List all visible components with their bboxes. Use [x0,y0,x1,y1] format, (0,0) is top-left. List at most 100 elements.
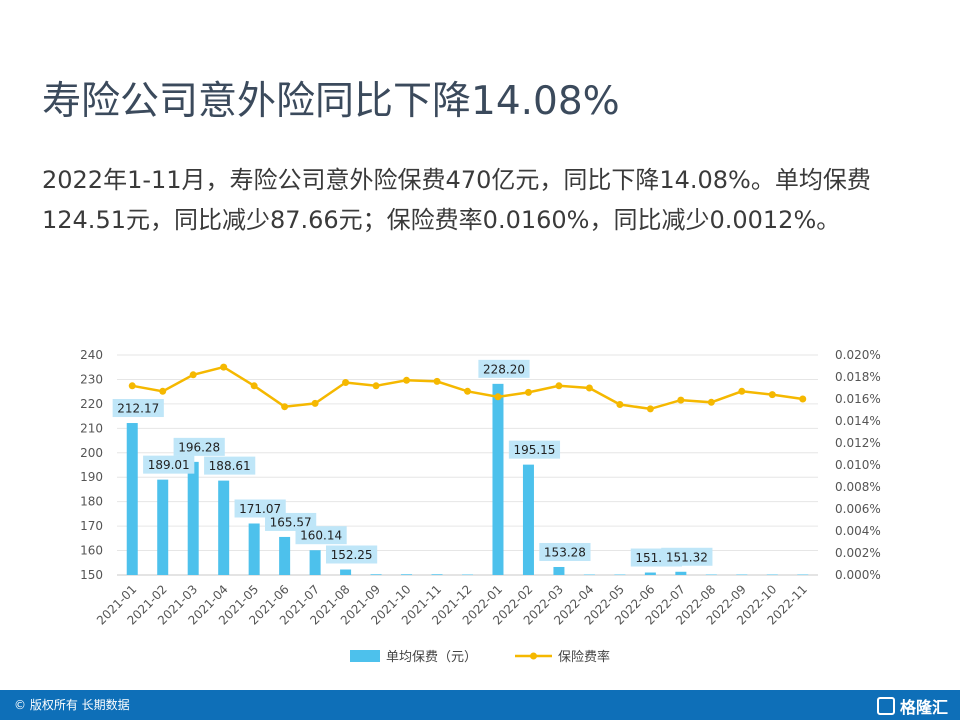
line-point [494,393,502,401]
line-point [250,382,258,390]
data-label: 212.17 [117,402,159,416]
bar [462,574,473,576]
line-point [189,371,197,379]
right-axis-tick-label: 0.020% [835,348,881,362]
right-axis-tick-label: 0.014% [835,414,881,428]
data-label-box [295,526,347,545]
bar [126,423,138,575]
legend-label-bar: 单均保费（元） [386,650,477,665]
bar [705,574,717,576]
bar [614,574,626,576]
bar [553,566,565,575]
line-point [738,387,746,395]
right-axis-tick-label: 0.006% [835,502,881,516]
line-point [585,384,593,392]
left-axis-tick-label: 150 [80,568,103,582]
data-label-box [143,455,195,474]
right-axis-tick-label: 0.000% [835,568,881,582]
left-axis-tick-label: 230 [80,372,103,386]
line-point [281,403,289,411]
left-axis-tick-label: 180 [80,495,103,509]
page-title: 寿险公司意外险同比下降14.08% [42,79,620,124]
line-point [403,376,411,384]
data-label-box [539,542,591,561]
line-point [555,382,563,390]
bar [736,574,748,576]
bar [766,574,778,576]
legend-swatch-line-point [530,652,537,660]
data-label: 195.15 [513,443,555,457]
bar [218,480,230,575]
right-axis-tick-label: 0.010% [835,458,881,472]
legend-label-line: 保险费率 [558,649,610,665]
data-label: 152.25 [331,548,373,562]
bar [797,574,809,576]
line-point [311,399,319,407]
line-point [342,379,350,386]
line-point [616,401,624,408]
bar [644,572,656,575]
line-point [464,387,471,395]
line-point [768,391,776,399]
right-axis-tick-label: 0.012% [835,436,881,450]
line-point [128,382,136,390]
line-point [159,387,167,395]
line-point [646,405,654,413]
right-axis-tick-label: 0.004% [835,524,881,538]
bar [675,571,687,575]
left-axis-tick-label: 210 [80,421,103,435]
bar [340,569,352,575]
left-axis-tick-label: 200 [80,446,103,460]
data-label-box [204,456,256,475]
data-label: 188.61 [209,459,251,473]
footer-brand[interactable]: 格隆汇 [876,694,948,718]
left-axis-tick-label: 220 [80,397,103,411]
data-label-box [173,437,225,456]
line-point [524,388,532,396]
bar [157,479,169,575]
data-label: 160.14 [300,529,342,543]
brand-logo-icon [876,697,895,715]
right-axis-tick-label: 0.018% [835,370,881,384]
bar [431,574,443,575]
data-label: 153.28 [544,545,586,559]
bar [583,574,595,576]
line-point [433,377,441,385]
bar [279,536,291,575]
data-label: 165.57 [270,515,312,529]
data-label-box [478,359,530,378]
line-point [220,363,228,371]
bar [401,574,413,575]
footer-copyright: © 版权所有 长期数据 [14,698,130,712]
right-axis-tick-label: 0.008% [835,480,881,494]
left-axis-tick-label: 240 [80,348,103,362]
line-point [372,382,380,390]
line-point [677,396,685,404]
data-label-box [661,547,713,566]
bar [370,574,382,575]
legend-swatch-bar [350,650,380,662]
data-label-box [508,440,561,459]
footer-bar: © 版权所有 长期数据 格隆汇 [0,690,960,720]
line-point [799,395,807,403]
bar [309,550,321,575]
line-point [707,398,715,406]
data-label: 171.07 [239,502,281,516]
bar [187,461,199,575]
data-label: 228.20 [483,362,525,376]
right-axis-tick-label: 0.002% [835,546,881,560]
combo-chart: 150 160 170 180 190 200 210 220 230 240 0.000% 0.00… [80,348,881,665]
data-label-box [325,545,378,564]
data-label: 151.32 [666,550,708,564]
footer-brand-label: 格隆汇 [899,698,948,717]
bar [492,383,504,575]
right-axis-tick-label: 0.016% [835,392,881,406]
bar [248,523,260,575]
data-label: 196.28 [178,440,220,454]
left-axis-tick-label: 190 [80,470,103,484]
data-label-box [112,399,164,418]
left-axis-tick-label: 170 [80,519,103,533]
data-label: 189.01 [148,458,190,472]
bar [522,464,534,575]
left-axis-tick-label: 160 [80,544,103,558]
